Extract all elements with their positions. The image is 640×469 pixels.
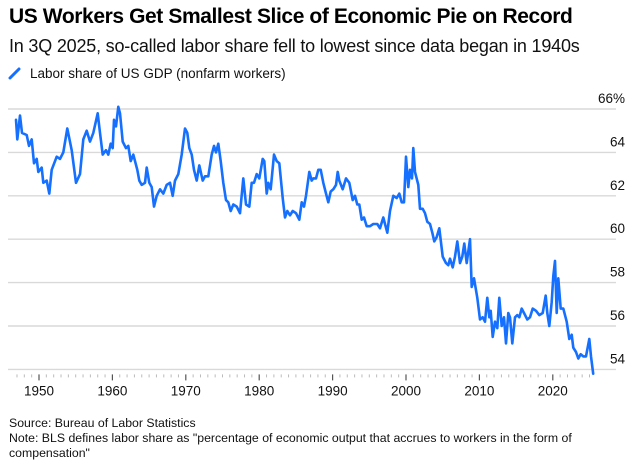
line-chart: 54 56 58 60 62 64 66% 1950 1960 1970 1980 1990 2000…: [8, 91, 626, 398]
gridlines: [8, 108, 616, 371]
line-swatch-icon: [8, 67, 21, 80]
series-line-labor-share: [14, 105, 595, 376]
y-tick-label: 60: [610, 221, 625, 236]
x-tick-label: 2020: [538, 383, 568, 398]
x-tick-label: 1960: [97, 383, 127, 398]
source-note: Source: Bureau of Labor Statistics: [9, 416, 196, 430]
y-tick-label: 62: [610, 178, 625, 193]
legend: Labor share of US GDP (nonfarm workers): [8, 64, 286, 82]
x-tick-label: 1970: [171, 383, 201, 398]
x-tick-label: 1990: [318, 383, 348, 398]
y-tick-label: 66%: [598, 91, 625, 106]
x-axis: 1950 1960 1970 1980 1990 2000 2010 2020: [16, 374, 590, 398]
y-tick-label: 64: [610, 134, 626, 149]
y-tick-label: 56: [610, 308, 625, 323]
footer: Source: Bureau of Labor Statistics Note:…: [9, 416, 634, 461]
x-tick-label: 1950: [24, 383, 54, 398]
chart-title: US Workers Get Smallest Slice of Economi…: [9, 5, 573, 28]
methodology-note: Note: BLS defines labor share as "percen…: [9, 431, 572, 460]
chart-subtitle: In 3Q 2025, so-called labor share fell t…: [9, 36, 580, 56]
y-tick-label: 54: [610, 351, 626, 366]
series-group: [14, 105, 595, 376]
legend-label: Labor share of US GDP (nonfarm workers): [30, 65, 286, 81]
x-tick-label: 2000: [391, 383, 421, 398]
y-tick-label: 58: [610, 265, 625, 280]
x-tick-label: 2010: [464, 383, 494, 398]
y-axis: 54 56 58 60 62 64 66%: [598, 91, 626, 366]
x-tick-label: 1980: [244, 383, 274, 398]
